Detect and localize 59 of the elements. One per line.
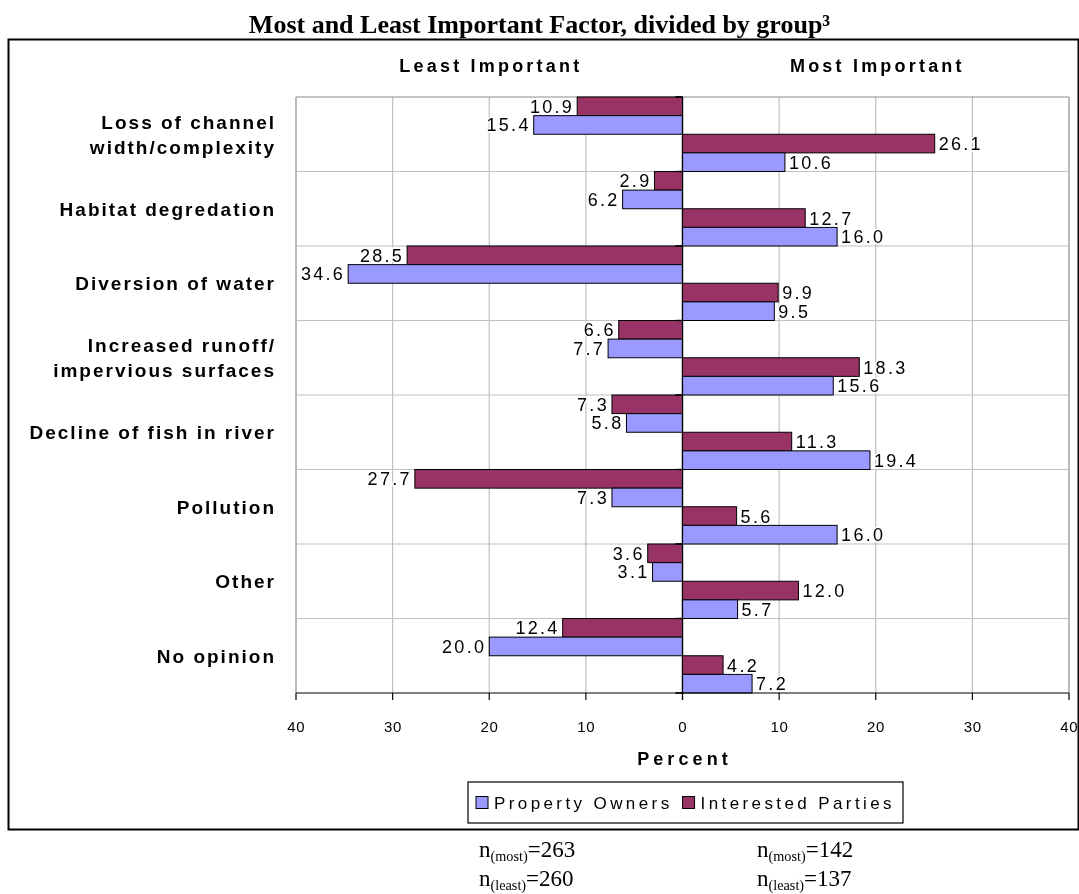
- y-tick-label: No opinion: [156, 645, 276, 667]
- x-tick-label: 30: [963, 718, 982, 735]
- y-tick-label: Loss of channel width/complexity: [88, 111, 276, 158]
- data-label: 7.2: [756, 674, 789, 695]
- data-label: 5.7: [741, 599, 774, 620]
- x-tick-label: 20: [867, 718, 885, 735]
- x-axis-title: Percent: [637, 749, 732, 769]
- data-label: 5.6: [740, 506, 773, 527]
- data-label: 7.3: [577, 487, 609, 508]
- x-tick-label: 10: [577, 718, 596, 735]
- chart-subtitle: Least Important: [399, 56, 583, 76]
- x-tick-label: 40: [287, 718, 306, 735]
- data-label: 3.6: [612, 543, 645, 564]
- data-label: 5.8: [591, 413, 624, 434]
- y-tick-label: Pollution: [176, 496, 276, 518]
- y-tick-label: Decline of fish in river: [29, 422, 276, 444]
- y-tick-label: Other: [215, 571, 276, 593]
- data-label: 6.6: [583, 320, 616, 341]
- text: n$_{(least)}$=260: [479, 866, 574, 894]
- text: n$_{(most)}$=142: [757, 837, 854, 866]
- x-tick-label: 10: [770, 718, 789, 735]
- data-label: 16.0: [841, 525, 886, 546]
- x-tick-label: 30: [383, 718, 402, 735]
- data-label: 11.3: [795, 432, 839, 453]
- data-label: 12.7: [809, 208, 854, 229]
- data-label: 7.7: [573, 338, 606, 359]
- data-label: 20.0: [442, 636, 487, 657]
- data-label: 16.0: [841, 227, 886, 248]
- data-label: 7.3: [577, 394, 609, 415]
- legend-label: Interested Parties: [700, 793, 895, 813]
- chart-subtitle: Most Important: [789, 56, 965, 76]
- data-label: 12.0: [802, 581, 847, 602]
- data-label: 15.4: [486, 115, 531, 136]
- data-label: 4.2: [727, 655, 760, 676]
- data-label: 9.5: [778, 301, 811, 322]
- data-label: 34.6: [300, 264, 346, 285]
- data-label: 10.9: [529, 96, 575, 117]
- x-tick-label: 40: [1060, 718, 1079, 735]
- text: n$_{(least)}$=137: [757, 866, 852, 894]
- data-label: 27.7: [367, 469, 412, 490]
- legend-label: Property Owners: [494, 793, 673, 813]
- data-label: 6.2: [587, 189, 620, 210]
- chart-title: Most and Least Important Factor, divided by group³: [248, 10, 831, 39]
- y-tick-label: Increased runoff/ impervious surfaces: [53, 335, 276, 382]
- data-label: 15.6: [837, 376, 882, 397]
- data-label: 3.1: [617, 562, 650, 583]
- y-tick-label: Diversion of water: [75, 273, 276, 295]
- x-tick-label: 20: [480, 718, 499, 735]
- data-label: 2.9: [619, 171, 652, 192]
- data-label: 26.1: [938, 134, 983, 155]
- y-tick-label: Habitat degredation: [59, 198, 276, 220]
- data-label: 9.9: [782, 283, 815, 304]
- text: n$_{(most)}$=263: [479, 837, 576, 866]
- data-label: 19.4: [873, 450, 919, 471]
- data-label: 28.5: [359, 245, 405, 266]
- x-tick-label: 0: [678, 718, 688, 735]
- data-label: 10.6: [788, 152, 834, 173]
- data-label: 18.3: [863, 357, 908, 378]
- data-label: 12.4: [515, 618, 560, 639]
